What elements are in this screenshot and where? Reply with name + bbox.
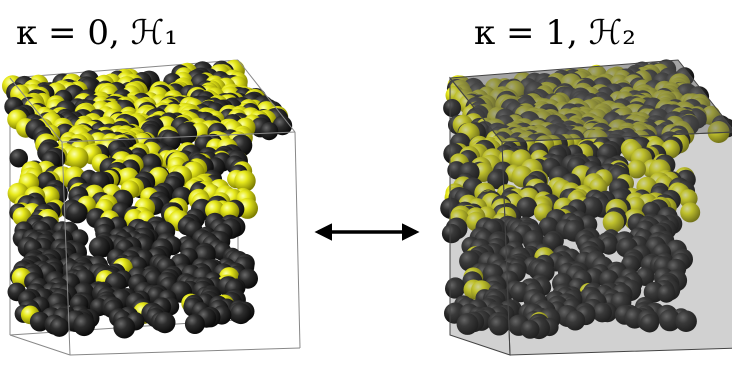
particle — [73, 314, 95, 336]
box-edge — [295, 132, 300, 348]
particle — [67, 147, 89, 169]
particle-box — [2, 60, 300, 355]
panel-label: κ = 0, ℋ₁ — [16, 13, 178, 53]
box-edge — [10, 335, 70, 355]
particle — [260, 122, 278, 140]
particle — [89, 237, 110, 258]
figure: κ = 0, ℋ₁ κ = 1, ℋ₂ — [0, 0, 732, 378]
particle — [185, 314, 205, 334]
particle — [67, 202, 88, 223]
panel-label: κ = 1, ℋ₂ — [474, 13, 636, 53]
particle — [154, 312, 175, 333]
box-edge — [70, 348, 300, 355]
box-face — [502, 132, 732, 355]
particle — [230, 303, 251, 324]
particle-box — [440, 59, 732, 355]
particle — [113, 317, 135, 339]
particle — [50, 318, 69, 337]
